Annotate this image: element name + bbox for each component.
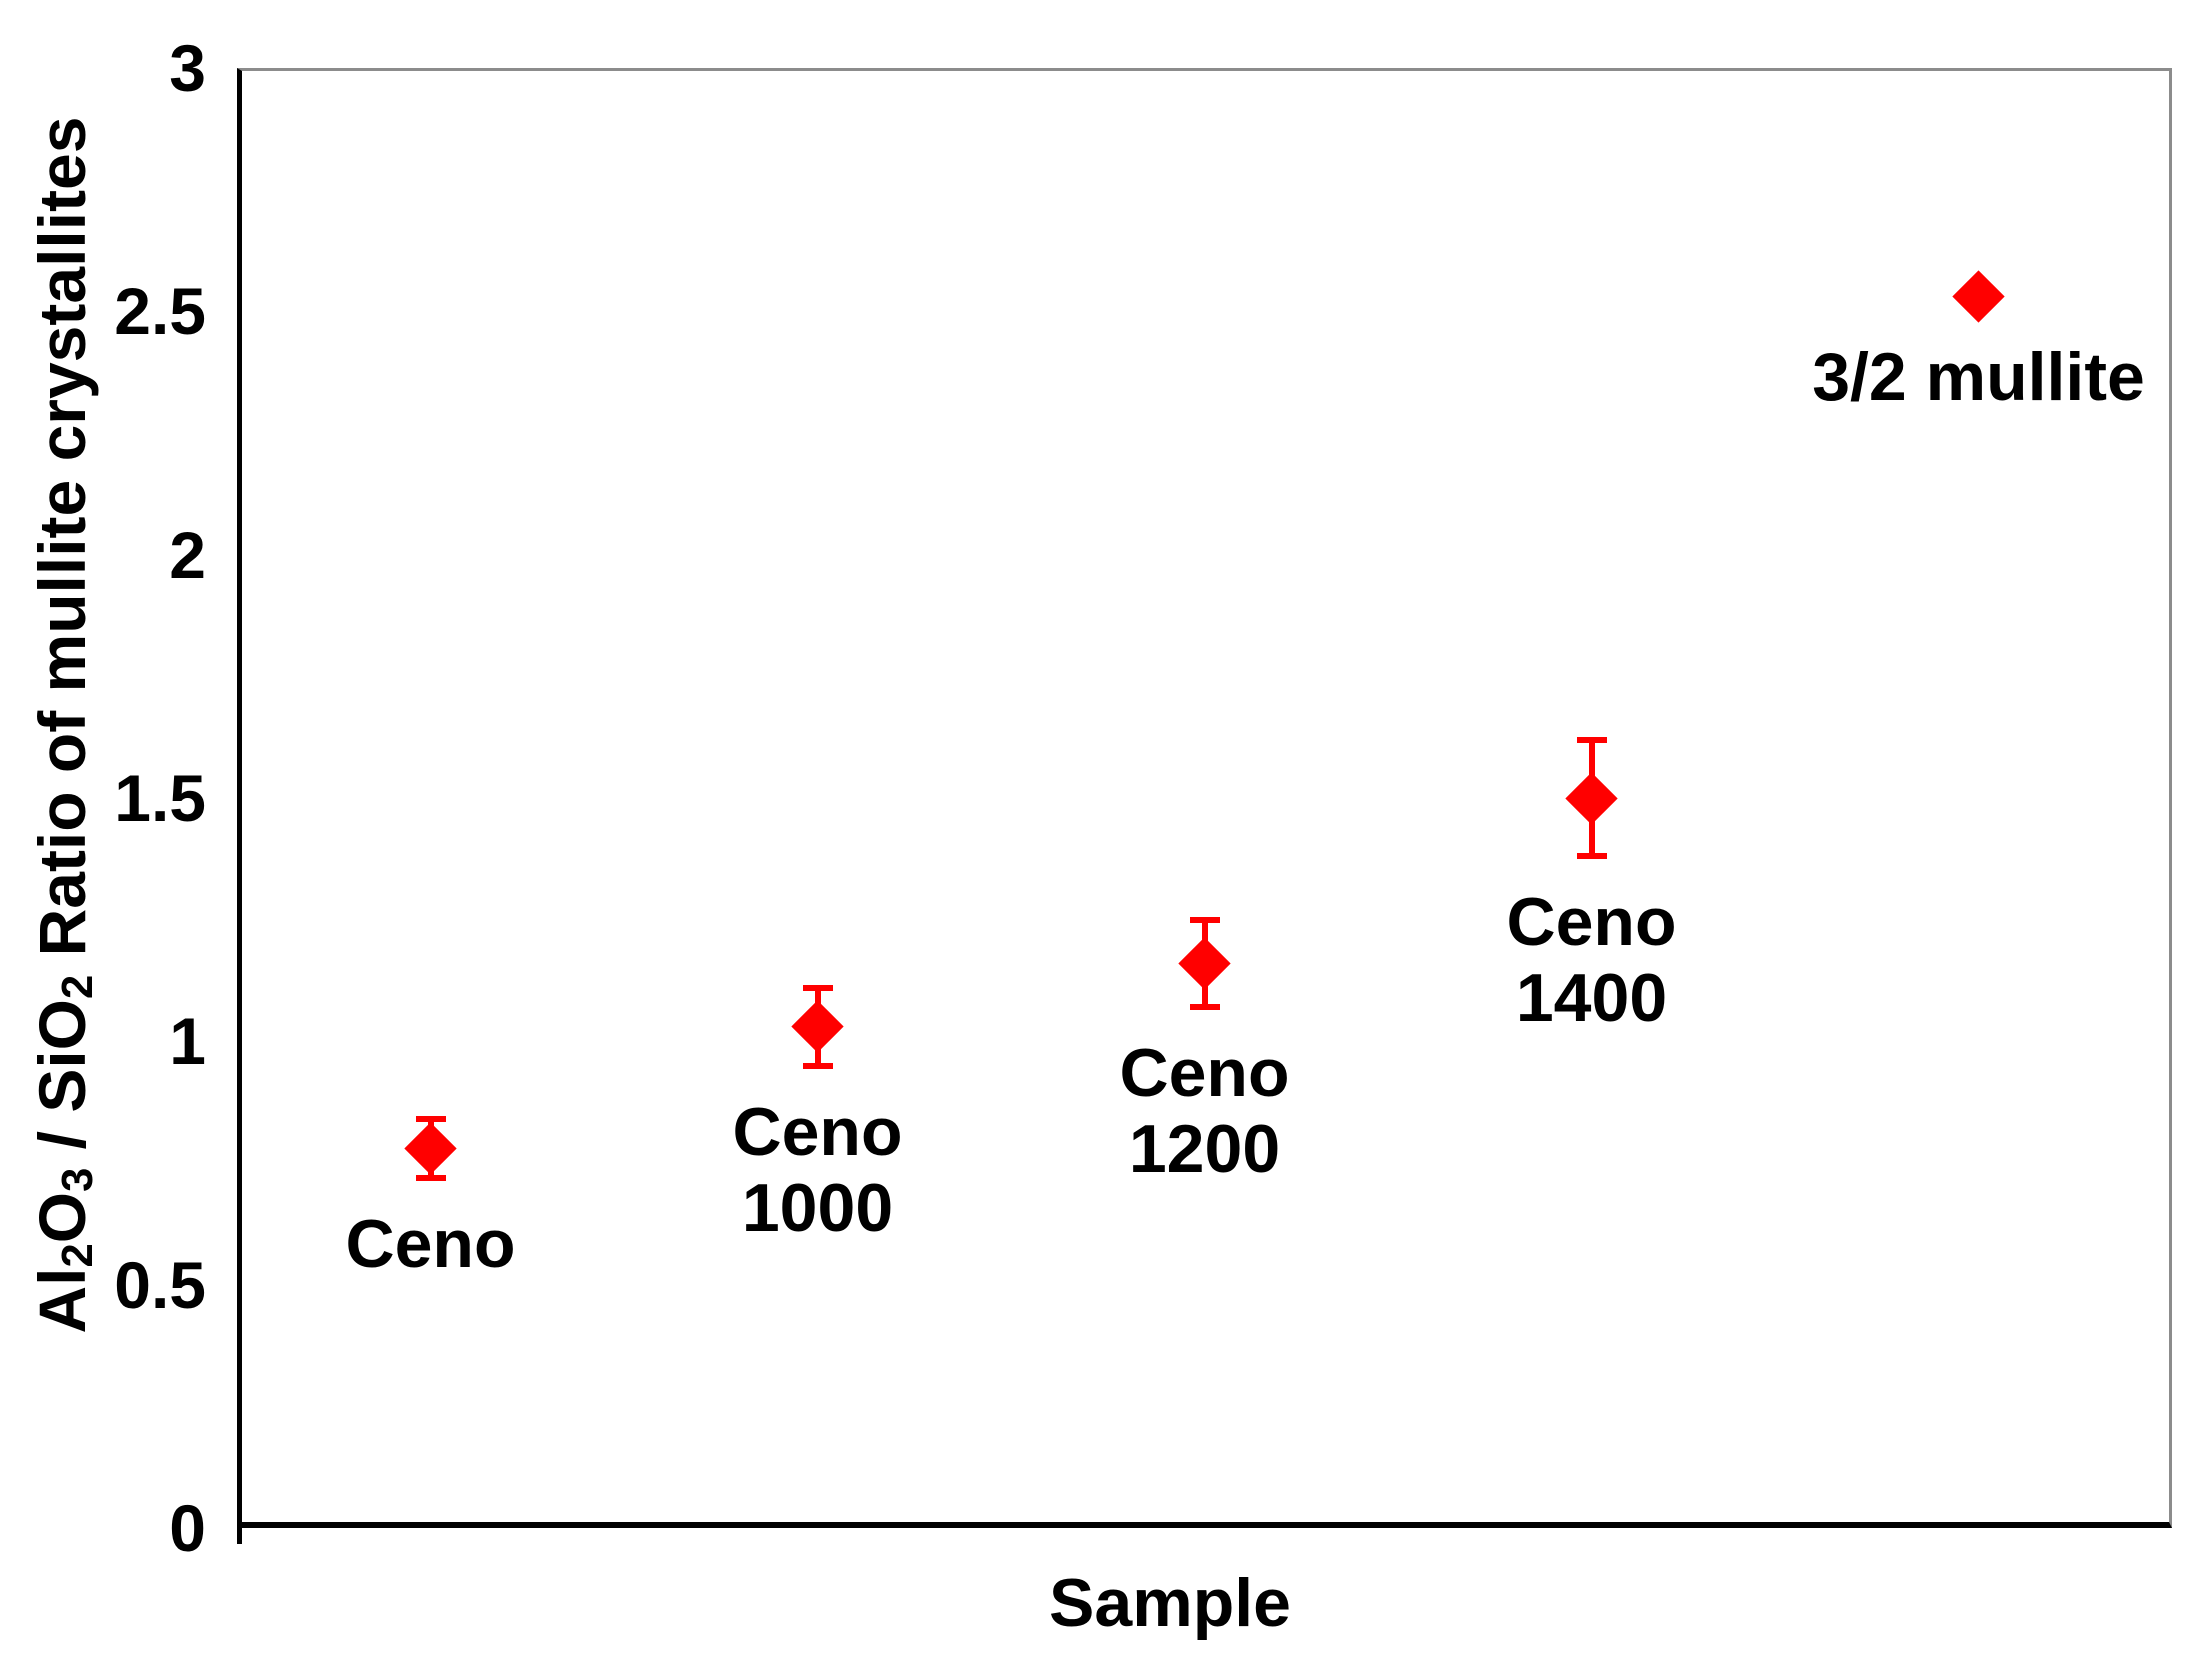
point-label-line: Ceno [345,1205,516,1282]
y-axis-title-subscript: 3 [53,1167,102,1192]
point-label-line: 1000 [741,1169,894,1246]
point-label: Ceno 1400 [1507,884,1677,1036]
point-label-line: 1200 [1128,1111,1281,1188]
error-bar-cap [1189,1004,1220,1011]
error-bar-cap [1189,916,1220,923]
error-bar-cap [415,1174,446,1181]
error-bar-cap [802,1062,833,1069]
y-tick-label-0.5: 0.5 [114,1247,206,1322]
point-label-line: 1400 [1515,960,1668,1037]
y-tick-label-1.5: 1.5 [114,761,206,835]
point-label-line: Ceno [1119,1035,1290,1112]
y-tick-label-3: 3 [169,31,206,105]
error-bar-cap [415,1116,446,1123]
point-label: Ceno [346,1206,516,1282]
point-label-line: Ceno [1506,884,1677,961]
y-axis-title-text: O [25,1191,99,1244]
x-axis-title: Sample [1049,1565,1291,1641]
error-bar-cap [802,984,833,991]
point-label-line: Ceno [732,1093,903,1170]
point-label: Ceno 1200 [1120,1035,1290,1187]
y-tick-label-2.5: 2.5 [114,274,206,349]
plot-area [237,68,2172,1528]
point-label-line: 3/2 mullite [1812,338,2145,415]
error-bar-cap [1576,736,1607,743]
point-label: 3/2 mullite [1812,339,2145,415]
y-tick-label-2: 2 [169,517,206,592]
y-tick-label-0: 0 [169,1491,206,1565]
y-tick-label-1: 1 [169,1004,206,1079]
point-label: Ceno 1000 [733,1094,903,1246]
y-axis-title-subscript: 2 [53,974,102,999]
y-axis-tick-stub [237,1528,242,1544]
error-bar-cap [1576,853,1607,860]
